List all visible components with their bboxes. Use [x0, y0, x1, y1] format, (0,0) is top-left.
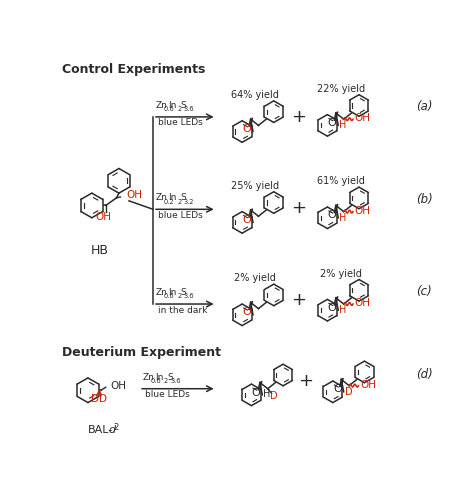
Text: D: D — [91, 394, 99, 404]
Text: 2: 2 — [164, 378, 168, 384]
Text: +: + — [291, 291, 306, 309]
Text: O: O — [252, 387, 261, 397]
Text: 2: 2 — [177, 293, 181, 299]
Text: 3.6: 3.6 — [184, 293, 194, 299]
Text: In: In — [169, 193, 177, 203]
Text: blue LEDs: blue LEDs — [158, 211, 203, 220]
Text: in the dark: in the dark — [158, 306, 208, 315]
Text: O: O — [242, 308, 251, 317]
Text: (c): (c) — [416, 285, 431, 298]
Text: D: D — [345, 387, 352, 397]
Text: OH: OH — [355, 206, 371, 216]
Text: (a): (a) — [416, 101, 432, 113]
Text: Control Experiments: Control Experiments — [62, 63, 205, 76]
Text: 3.6: 3.6 — [184, 106, 194, 112]
Text: 2: 2 — [177, 199, 181, 205]
Text: 64% yield: 64% yield — [231, 90, 279, 100]
Text: blue LEDs: blue LEDs — [145, 390, 190, 399]
Text: +: + — [291, 108, 306, 126]
Text: (d): (d) — [416, 368, 432, 382]
Text: 0.2: 0.2 — [164, 199, 174, 205]
Text: 0.6: 0.6 — [164, 293, 174, 299]
Text: +: + — [291, 199, 306, 217]
Text: 61% yield: 61% yield — [317, 176, 365, 186]
Text: blue LEDs: blue LEDs — [158, 118, 203, 128]
Text: HB: HB — [91, 244, 109, 257]
Text: Zn: Zn — [155, 288, 167, 297]
Text: 25% yield: 25% yield — [231, 181, 279, 191]
Text: In: In — [155, 373, 164, 382]
Text: In: In — [169, 101, 177, 110]
Text: OH: OH — [355, 298, 371, 308]
Text: S: S — [180, 101, 186, 110]
Text: H: H — [339, 213, 346, 223]
Text: S: S — [180, 288, 186, 297]
Text: H: H — [339, 120, 346, 130]
Text: Zn: Zn — [142, 373, 154, 382]
Text: In: In — [169, 288, 177, 297]
Text: 0.6: 0.6 — [151, 378, 161, 384]
Text: 3.2: 3.2 — [184, 199, 194, 205]
Text: OH: OH — [95, 212, 111, 222]
Text: d: d — [108, 425, 115, 435]
Text: 2: 2 — [113, 423, 119, 431]
Text: BAL-: BAL- — [88, 425, 113, 435]
Text: 0.6: 0.6 — [164, 106, 174, 112]
Text: S: S — [167, 373, 173, 382]
Text: H: H — [339, 305, 346, 315]
Text: 2% yield: 2% yield — [319, 269, 362, 279]
Text: Deuterium Experiment: Deuterium Experiment — [62, 346, 220, 358]
Text: 2: 2 — [177, 106, 181, 112]
Text: +: + — [298, 372, 313, 390]
Text: S: S — [180, 193, 186, 203]
Text: OH: OH — [127, 190, 143, 201]
Text: OH: OH — [355, 113, 371, 123]
Text: OH: OH — [360, 380, 376, 390]
Text: O: O — [328, 303, 337, 313]
Text: 3.6: 3.6 — [171, 378, 182, 384]
Text: Zn: Zn — [155, 101, 167, 110]
Text: OH: OH — [110, 381, 127, 390]
Text: 2% yield: 2% yield — [234, 273, 276, 283]
Text: O: O — [328, 211, 337, 220]
Text: (b): (b) — [416, 193, 432, 206]
Text: O: O — [242, 215, 251, 225]
Text: H: H — [263, 389, 271, 399]
Text: Zn: Zn — [155, 193, 167, 203]
Text: O: O — [328, 118, 337, 128]
Text: O: O — [242, 124, 251, 134]
Text: 22% yield: 22% yield — [317, 84, 365, 94]
Text: D: D — [270, 390, 278, 401]
Text: O: O — [333, 385, 342, 394]
Text: D: D — [99, 394, 107, 404]
